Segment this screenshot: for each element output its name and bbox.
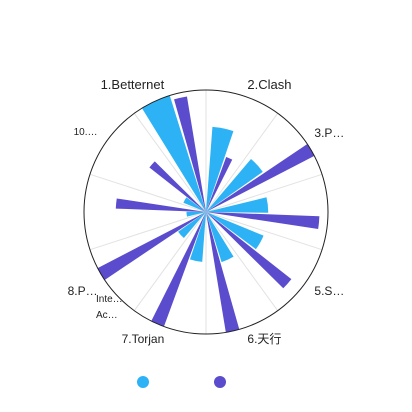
grid-spoke — [89, 211, 207, 251]
grid-spoke — [205, 173, 323, 213]
bar — [206, 212, 292, 289]
legend-marker — [214, 376, 226, 388]
bar — [206, 157, 233, 212]
angle-label: 6.天行 — [247, 332, 282, 347]
bar — [206, 212, 234, 263]
bar — [206, 212, 320, 230]
angle-label: 7.Torjan — [121, 332, 165, 347]
bar — [141, 95, 206, 212]
bar — [186, 211, 206, 217]
bar — [206, 126, 234, 212]
bar — [151, 212, 206, 327]
bar — [183, 197, 206, 212]
grid-spoke — [205, 211, 279, 311]
bar — [206, 144, 315, 212]
bar — [178, 212, 206, 239]
bar — [206, 212, 264, 250]
bar — [206, 197, 269, 213]
bar — [174, 96, 206, 212]
axis-circle — [83, 89, 329, 335]
bar — [189, 212, 206, 262]
grid-spoke — [205, 211, 323, 251]
grid-spoke — [205, 113, 279, 213]
angle-label: 3.P… — [314, 126, 345, 141]
bar — [149, 161, 206, 212]
grid-spoke — [89, 173, 207, 213]
angle-label: 1.Betternet — [100, 76, 165, 92]
grid-spoke — [133, 113, 207, 213]
angle-label: 5.S… — [314, 283, 345, 298]
angle-label: 8.P… — [67, 283, 98, 298]
bar — [206, 212, 240, 333]
angle-label: Inte… Ac… — [96, 294, 123, 321]
angle-label: 2.Clash — [247, 76, 292, 92]
grid-spoke — [133, 211, 207, 311]
legend-marker — [137, 376, 149, 388]
bar — [206, 158, 263, 212]
bar — [115, 198, 206, 212]
bar — [97, 212, 206, 280]
angle-label: 10.… — [73, 127, 98, 139]
